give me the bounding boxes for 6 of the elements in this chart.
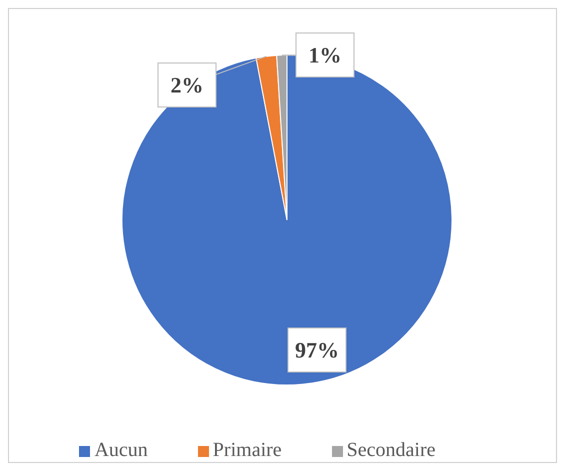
data-label: 97% <box>295 338 339 362</box>
legend-label: Secondaire <box>346 439 436 461</box>
data-label: 1% <box>308 42 342 68</box>
data-label: 2% <box>170 72 204 98</box>
legend-label: Primaire <box>212 439 282 461</box>
legend-label: Aucun <box>94 439 148 461</box>
